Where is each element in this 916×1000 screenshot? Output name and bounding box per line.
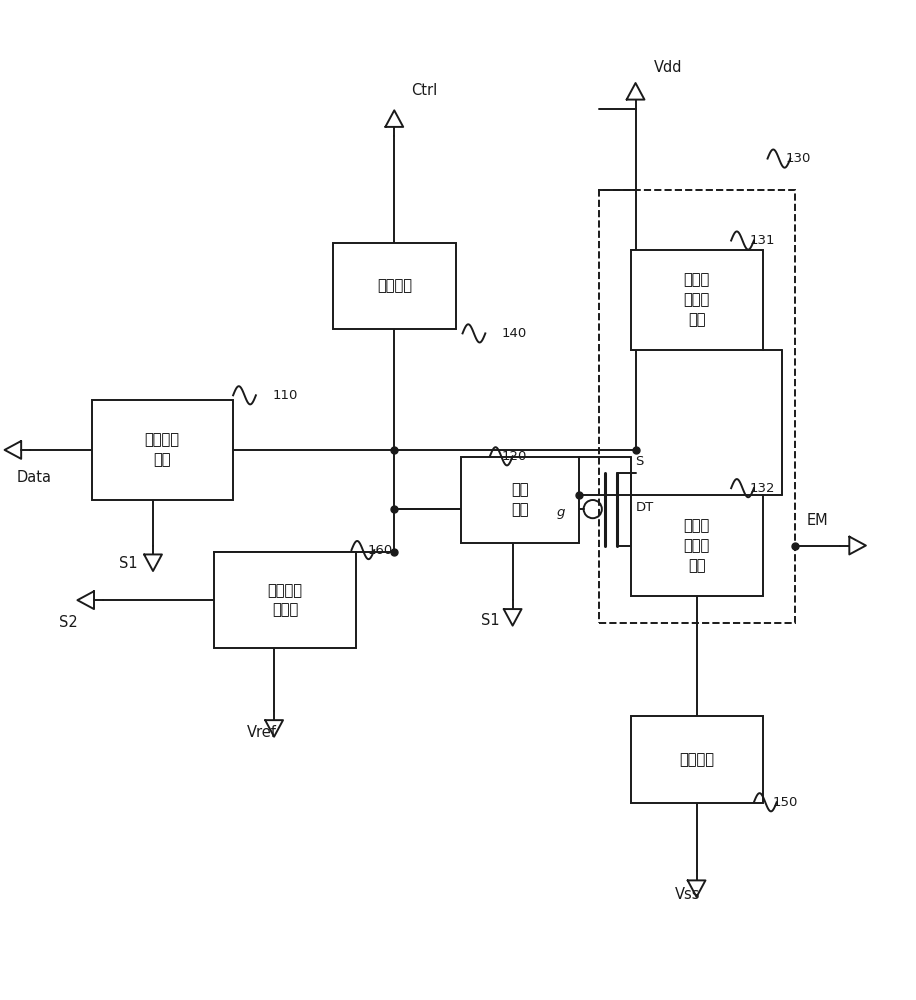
Text: g: g — [556, 506, 564, 519]
Text: S2: S2 — [60, 615, 78, 630]
Bar — [461, 457, 579, 543]
Text: Data: Data — [16, 470, 51, 485]
Text: 131: 131 — [749, 234, 775, 247]
Text: 发光模块: 发光模块 — [679, 752, 714, 767]
Bar — [214, 552, 355, 648]
Text: Vdd: Vdd — [654, 60, 682, 75]
Text: 150: 150 — [772, 796, 798, 809]
Text: 140: 140 — [502, 327, 527, 340]
Text: S1: S1 — [481, 613, 499, 628]
Bar — [630, 250, 762, 350]
Text: S1: S1 — [119, 556, 138, 571]
Text: Vss: Vss — [675, 887, 700, 902]
Bar — [333, 243, 456, 329]
Text: 补偿
模块: 补偿 模块 — [511, 483, 529, 517]
Text: 110: 110 — [272, 389, 298, 402]
Text: Ctrl: Ctrl — [410, 83, 437, 98]
Text: Vref: Vref — [246, 725, 277, 740]
Text: 第二发
光控制
单元: 第二发 光控制 单元 — [683, 518, 710, 573]
Text: 数据写入
模块: 数据写入 模块 — [145, 433, 180, 467]
Bar — [599, 190, 795, 623]
Text: 耦合模块: 耦合模块 — [376, 279, 412, 294]
Text: 120: 120 — [502, 450, 527, 463]
Text: 第一发
光控制
单元: 第一发 光控制 单元 — [683, 272, 710, 327]
Text: 第一初始
化模块: 第一初始 化模块 — [267, 583, 302, 618]
Bar — [92, 400, 233, 500]
Text: DT: DT — [636, 501, 654, 514]
Text: 160: 160 — [368, 544, 393, 557]
Text: 132: 132 — [749, 482, 775, 495]
Bar — [630, 495, 762, 596]
Text: S: S — [636, 455, 644, 468]
Text: 130: 130 — [786, 152, 812, 165]
Bar — [630, 716, 762, 803]
Text: EM: EM — [807, 513, 828, 528]
